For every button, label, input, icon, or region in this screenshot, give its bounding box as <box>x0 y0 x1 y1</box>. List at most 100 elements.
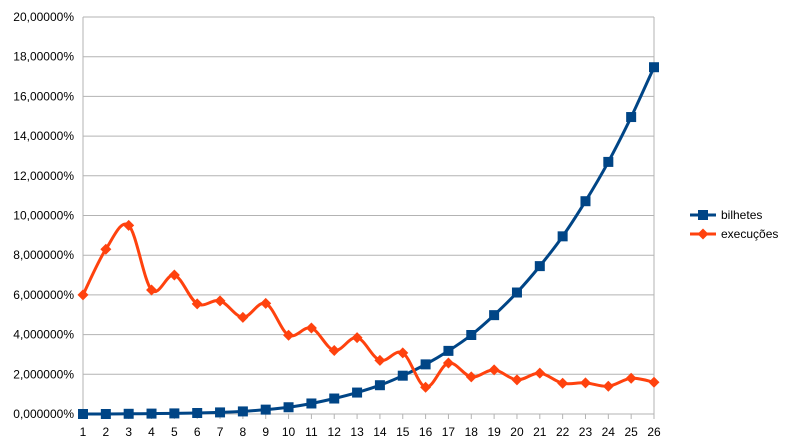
x-tick-label: 10 <box>282 425 296 439</box>
x-tick-label: 20 <box>510 425 524 439</box>
data-point-bilhetes <box>397 370 408 381</box>
x-tick-label: 11 <box>305 425 318 439</box>
data-point-execu-es <box>465 371 477 383</box>
x-tick-label: 2 <box>102 425 109 439</box>
data-point-execu-es <box>123 219 135 231</box>
series-line-execu-es <box>81 222 655 389</box>
data-point-bilhetes <box>649 62 659 73</box>
y-tick-label: 18,00000% <box>13 50 74 64</box>
data-point-bilhetes <box>626 112 637 123</box>
x-tick-label: 1 <box>80 425 87 439</box>
y-tick-label: 10,00000% <box>13 209 74 223</box>
data-point-execu-es <box>237 311 249 323</box>
data-point-execu-es <box>305 322 317 334</box>
data-point-bilhetes <box>100 409 111 419</box>
y-tick-label: 16,00000% <box>13 89 74 103</box>
series-layer <box>77 62 660 419</box>
gridlines <box>82 16 655 419</box>
x-tick-label: 26 <box>647 425 661 439</box>
data-point-bilhetes <box>306 398 317 409</box>
data-point-bilhetes <box>215 407 226 418</box>
legend: bilhetes execuções <box>690 208 778 241</box>
x-tick-label: 6 <box>194 425 201 439</box>
data-point-bilhetes <box>329 393 340 404</box>
data-point-bilhetes <box>557 231 568 242</box>
data-point-execu-es <box>511 374 523 386</box>
data-point-execu-es <box>625 372 637 384</box>
x-tick-label: 19 <box>487 425 501 439</box>
data-point-bilhetes <box>260 404 271 415</box>
x-tick-label: 25 <box>624 425 638 439</box>
y-tick-label: 14,00000% <box>13 129 74 143</box>
y-tick-label: 4,000000% <box>13 328 74 342</box>
x-tick-label: 17 <box>442 425 456 439</box>
data-point-execu-es <box>420 381 432 393</box>
data-point-bilhetes <box>237 406 248 417</box>
y-tick-label: 8,000000% <box>13 248 74 262</box>
x-tick-label: 22 <box>556 425 570 439</box>
x-tick-label: 7 <box>217 425 224 439</box>
x-tick-label: 9 <box>262 425 269 439</box>
data-point-execu-es <box>351 332 363 344</box>
y-tick-label: 6,000000% <box>13 288 74 302</box>
data-point-execu-es <box>602 380 614 392</box>
legend-marker <box>698 210 708 220</box>
y-tick-label: 12,00000% <box>13 169 74 183</box>
data-point-bilhetes <box>374 380 385 391</box>
x-tick-label: 13 <box>350 425 364 439</box>
data-point-execu-es <box>191 298 203 310</box>
x-tick-label: 15 <box>396 425 410 439</box>
data-point-bilhetes <box>169 408 180 419</box>
data-point-execu-es <box>100 243 112 255</box>
x-tick-label: 12 <box>328 425 342 439</box>
legend-marker <box>697 228 709 240</box>
data-point-bilhetes <box>466 329 477 340</box>
data-point-execu-es <box>146 284 158 296</box>
x-tick-label: 5 <box>171 425 178 439</box>
data-point-execu-es <box>168 269 180 281</box>
y-tick-label: 2,000000% <box>13 367 74 381</box>
data-point-execu-es <box>488 364 500 376</box>
data-point-bilhetes <box>603 156 614 167</box>
y-axis-tick-labels: 0,000000% 2,000000% 4,000000% 6,000000% 8,00… <box>13 10 74 421</box>
data-point-execu-es <box>374 354 386 366</box>
x-tick-label: 18 <box>465 425 479 439</box>
x-tick-label: 8 <box>240 425 247 439</box>
data-point-execu-es <box>442 357 454 369</box>
series-line-bilhetes <box>82 66 656 416</box>
data-point-bilhetes <box>511 287 522 298</box>
x-tick-label: 4 <box>148 425 155 439</box>
data-point-bilhetes <box>420 359 431 370</box>
data-point-execu-es <box>534 367 546 379</box>
data-point-bilhetes <box>580 196 591 207</box>
x-tick-label: 23 <box>579 425 593 439</box>
data-point-bilhetes <box>283 402 294 413</box>
data-point-execu-es <box>557 377 569 389</box>
data-point-execu-es <box>77 289 89 301</box>
data-point-execu-es <box>648 376 660 388</box>
data-point-execu-es <box>328 344 340 356</box>
legend-item-execu-es: execuções <box>690 227 778 241</box>
data-point-execu-es <box>214 295 226 307</box>
x-axis-tick-labels: 1 2 3 4 5 6 7 8 9 10 11 12 13 14 15 16 17 18 19 20 21 22 23 24 2… <box>80 425 661 439</box>
legend-item-bilhetes: bilhetes <box>690 208 762 222</box>
data-point-bilhetes <box>123 408 134 419</box>
x-tick-label: 16 <box>419 425 433 439</box>
x-tick-label: 3 <box>125 425 132 439</box>
data-point-bilhetes <box>78 409 88 419</box>
series-execu-es <box>77 219 660 393</box>
legend-label: execuções <box>721 227 778 241</box>
data-point-bilhetes <box>489 310 500 321</box>
x-tick-label: 24 <box>602 425 616 439</box>
y-tick-label: 20,00000% <box>13 10 74 24</box>
x-tick-label: 21 <box>533 425 547 439</box>
data-point-bilhetes <box>146 408 157 419</box>
data-point-execu-es <box>579 377 591 389</box>
data-point-execu-es <box>260 297 272 309</box>
series-bilhetes <box>78 62 659 419</box>
data-point-bilhetes <box>443 345 454 356</box>
data-point-execu-es <box>397 347 409 359</box>
data-point-bilhetes <box>192 408 203 419</box>
x-tick-label: 14 <box>373 425 387 439</box>
